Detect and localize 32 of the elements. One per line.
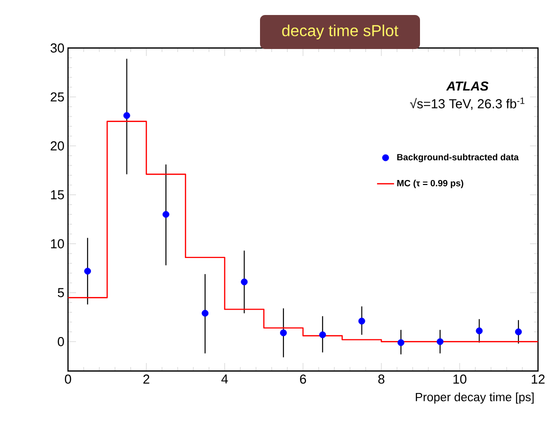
y-tick-label: 15 xyxy=(51,190,64,200)
point xyxy=(358,318,366,324)
x-tick-label: 6 xyxy=(300,374,306,384)
y-tick-label: 30 xyxy=(50,43,64,53)
point xyxy=(436,338,444,346)
y-tick-label: 25 xyxy=(50,92,64,102)
point xyxy=(240,278,248,286)
chart-title: decay time sPlot xyxy=(282,24,398,40)
x-tick-label: 12 xyxy=(532,374,545,384)
y-tick-label: 10 xyxy=(51,239,64,248)
point xyxy=(202,310,208,317)
y-tick-label: 0 xyxy=(58,337,64,346)
x-axis-title: Proper decay time [ps] xyxy=(416,392,534,404)
x-tick-label: 0 xyxy=(64,374,72,384)
x-tick-label: 4 xyxy=(221,374,228,384)
point xyxy=(162,210,170,218)
annotation: ATLAS xyxy=(446,81,488,91)
x-tick-label: 8 xyxy=(378,374,384,384)
point xyxy=(84,268,91,275)
x-tick-label: 10 xyxy=(453,374,466,384)
point xyxy=(319,331,326,338)
x-tick-label: 2 xyxy=(143,374,150,384)
point xyxy=(515,328,522,336)
legend-label: Background-subtracted data xyxy=(397,154,519,162)
y-tick-label: 20 xyxy=(50,141,64,150)
y-tick-label: 5 xyxy=(58,288,64,298)
point xyxy=(398,339,404,346)
annotation: √s=13 TeV, 26.3 fb$^{-1}$ xyxy=(410,98,524,110)
point xyxy=(476,327,483,334)
legend-label: MC (τ = 0.99 ps) xyxy=(397,180,464,188)
point xyxy=(280,329,287,336)
point xyxy=(123,112,130,119)
